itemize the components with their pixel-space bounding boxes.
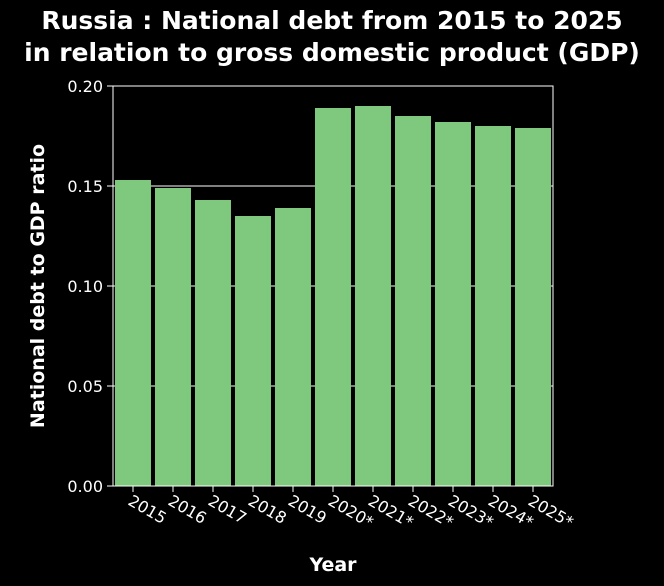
x-tick-label: 2018: [245, 491, 290, 528]
bar-2023-projected: [435, 122, 471, 486]
bar-2018: [235, 216, 271, 486]
chart-title-line-2: in relation to gross domestic product (G…: [24, 38, 640, 67]
y-axis-ticks: 0.00 0.05 0.10 0.15 0.20: [67, 77, 113, 496]
y-tick-label: 0.15: [67, 177, 103, 196]
x-tick-label: 2017: [205, 491, 250, 528]
x-axis-label: Year: [308, 554, 357, 576]
y-tick-label: 0.20: [67, 77, 103, 96]
y-tick-label: 0.00: [67, 477, 103, 496]
chart-title-line-1: Russia : National debt from 2015 to 2025: [41, 6, 622, 35]
x-tick-label: 2020*: [325, 491, 377, 532]
bar-2015: [115, 180, 151, 486]
bar-2019: [275, 208, 311, 486]
bar-2021-projected: [355, 106, 391, 486]
x-axis-ticks: 201520162017201820192020*2021*2022*2023*…: [125, 486, 577, 532]
y-tick-label: 0.05: [67, 377, 103, 396]
y-tick-label: 0.10: [67, 277, 103, 296]
x-tick-label: 2024*: [485, 491, 537, 532]
bar-2020-projected: [315, 108, 351, 486]
bar-2025-projected: [515, 128, 551, 486]
x-tick-label: 2022*: [405, 491, 457, 532]
x-tick-label: 2015: [125, 491, 170, 528]
bars: [115, 106, 551, 486]
x-tick-label: 2021*: [365, 491, 417, 532]
bar-2017: [195, 200, 231, 486]
x-tick-label: 2016: [165, 491, 210, 528]
bar-2016: [155, 188, 191, 486]
bar-2024-projected: [475, 126, 511, 486]
x-tick-label: 2023*: [445, 491, 497, 532]
y-axis-label: National debt to GDP ratio: [27, 144, 49, 428]
x-tick-label: 2019: [285, 491, 330, 528]
bar-2022-projected: [395, 116, 431, 486]
x-tick-label: 2025*: [525, 491, 577, 532]
